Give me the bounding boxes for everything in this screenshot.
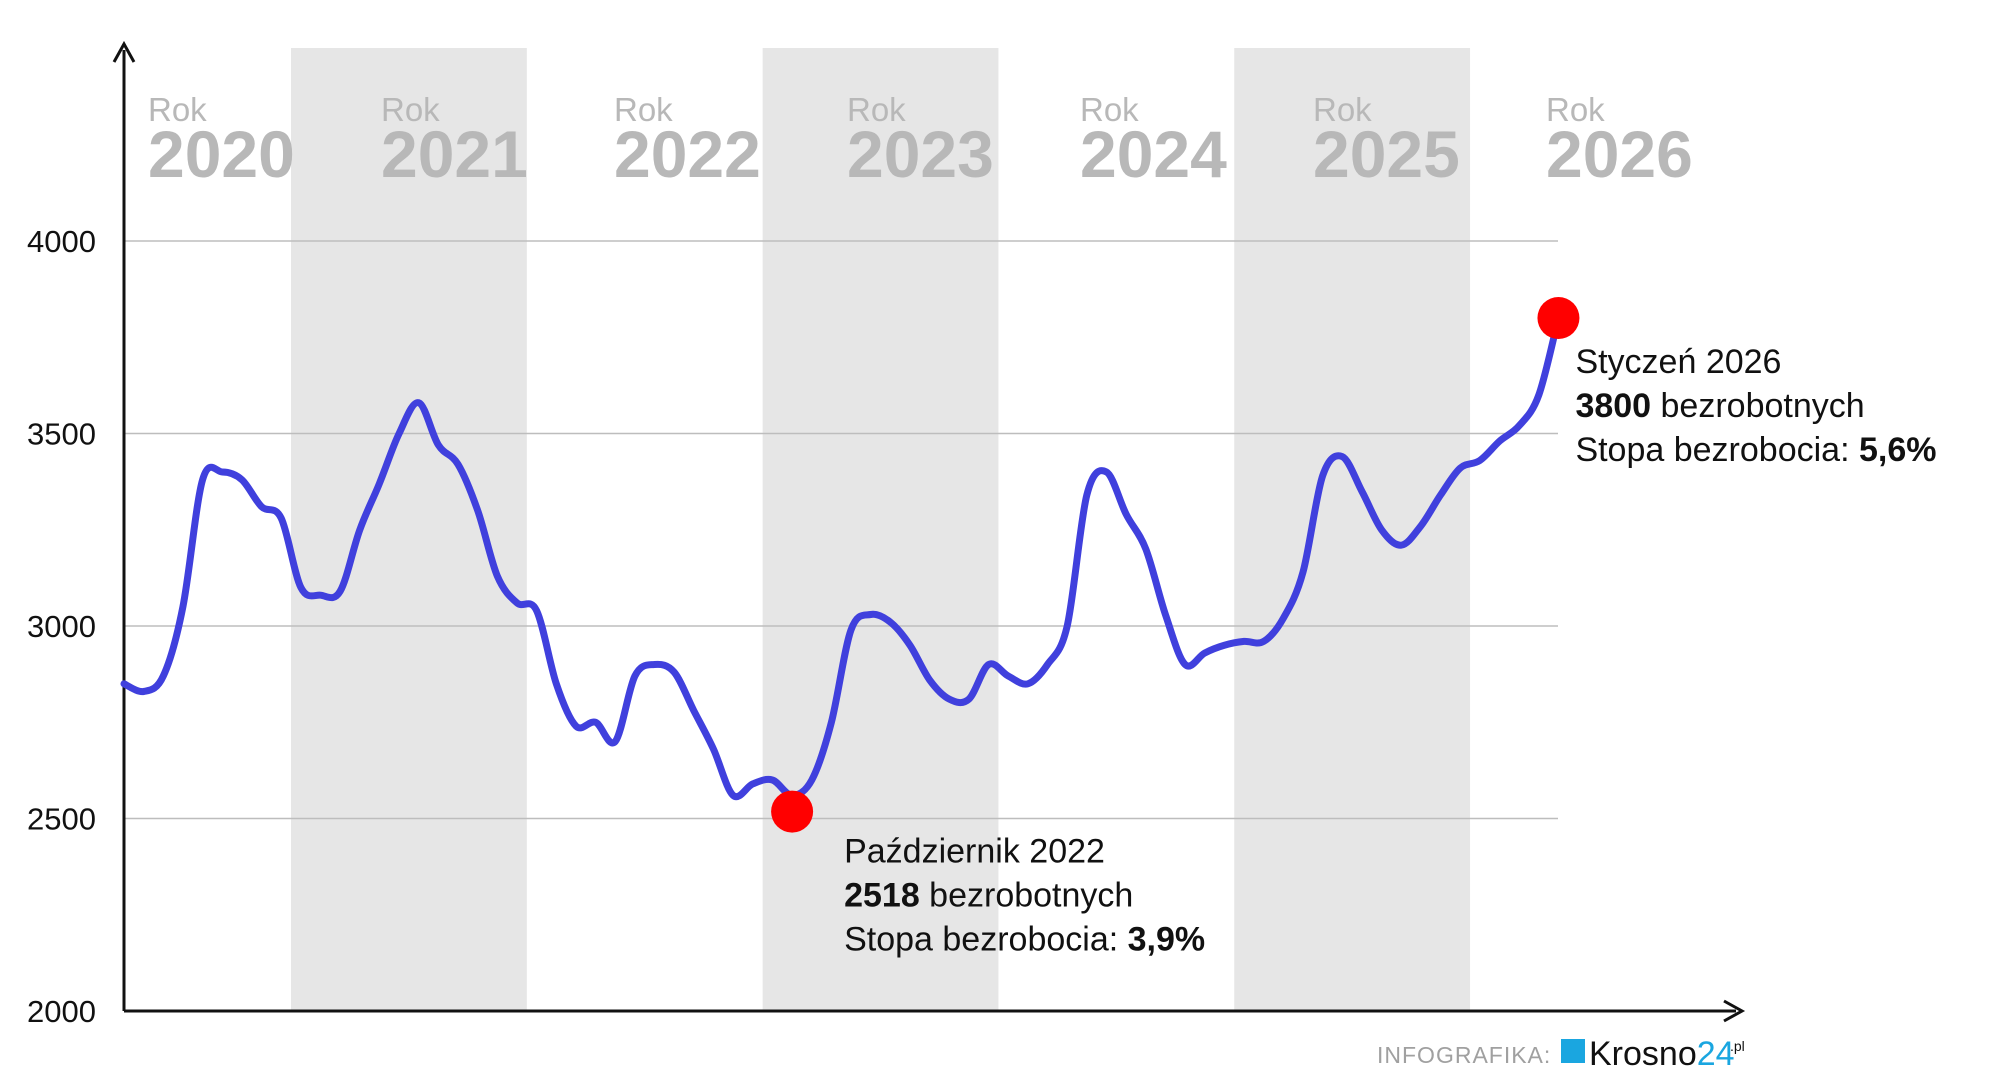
year-word-2022: Rok xyxy=(614,91,673,128)
year-band-2021 xyxy=(291,48,527,1011)
annotation-date: Styczeń 2026 xyxy=(1575,343,1781,381)
y-tick-3500: 3500 xyxy=(27,417,96,452)
year-label-2021: 2021 xyxy=(381,117,528,191)
y-tick-2500: 2500 xyxy=(27,802,96,837)
year-word-2021: Rok xyxy=(381,91,440,128)
krosno24-logo-square-icon xyxy=(1561,1039,1585,1063)
year-labels: Rok2020Rok2021Rok2022Rok2023Rok2024Rok20… xyxy=(148,91,1693,191)
year-label-2022: 2022 xyxy=(614,117,761,191)
x-axis-arrow-icon xyxy=(1723,999,1746,1023)
year-label-2023: 2023 xyxy=(847,117,994,191)
annotation-count: 2518 bezrobotnych xyxy=(844,877,1133,915)
brand-suffix: .pl xyxy=(1730,1038,1745,1054)
year-band-2025 xyxy=(1234,48,1471,1011)
y-axis-arrow-icon xyxy=(112,40,136,63)
year-word-2020: Rok xyxy=(148,91,207,128)
brand-name: Krosno24 xyxy=(1589,1035,1735,1073)
year-label-2025: 2025 xyxy=(1313,117,1460,191)
annotation-count: 3800 bezrobotnych xyxy=(1575,387,1864,425)
annotation-2518: Październik 2022 2518 bezrobotnych Stopa b… xyxy=(844,833,1205,959)
annotation-rate: Stopa bezrobocia: 3,9% xyxy=(844,921,1205,959)
credit: INFOGRAFIKA: Krosno24 .pl xyxy=(1377,1035,1745,1073)
year-label-2026: 2026 xyxy=(1546,117,1693,191)
marker-3800 xyxy=(1537,297,1580,339)
annotation-rate: Stopa bezrobocia: 5,6% xyxy=(1575,431,1936,469)
series-line-0 xyxy=(120,314,1562,801)
year-label-2024: 2024 xyxy=(1080,117,1227,191)
annotation-date: Październik 2022 xyxy=(844,833,1105,871)
grid-lines xyxy=(124,240,1558,820)
y-tick-2000: 2000 xyxy=(27,994,96,1029)
year-band-2023 xyxy=(762,48,999,1011)
y-axis-ticks: 2000 2500 3000 3500 4000 xyxy=(27,224,96,1029)
axes xyxy=(112,40,1746,1023)
series-layer xyxy=(120,314,1562,801)
y-tick-4000: 4000 xyxy=(27,224,96,259)
highlight-markers xyxy=(771,297,1580,833)
year-word-2024: Rok xyxy=(1080,91,1139,128)
credit-label: INFOGRAFIKA: xyxy=(1377,1042,1551,1068)
year-word-2023: Rok xyxy=(847,91,906,128)
year-bands xyxy=(291,48,1471,1011)
annotation-3800: Styczeń 2026 3800 bezrobotnych Stopa bezro… xyxy=(1575,343,1936,469)
year-word-2025: Rok xyxy=(1313,91,1372,128)
year-label-2020: 2020 xyxy=(148,117,295,191)
annotations: Październik 2022 2518 bezrobotnych Stopa b… xyxy=(844,343,1936,959)
y-tick-3000: 3000 xyxy=(27,609,96,644)
marker-2518 xyxy=(771,790,814,833)
year-word-2026: Rok xyxy=(1546,91,1605,128)
